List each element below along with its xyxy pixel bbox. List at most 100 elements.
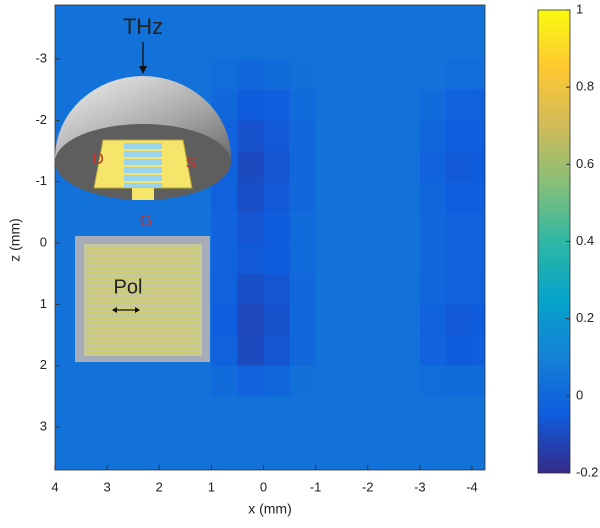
cell [419, 212, 447, 244]
cell [211, 58, 238, 91]
y-tick-label: -2 [35, 112, 47, 127]
cell [159, 457, 186, 470]
cell [315, 181, 343, 213]
cell [471, 120, 485, 152]
cell [315, 396, 343, 428]
cell [341, 89, 369, 121]
cell [393, 181, 421, 213]
cell [289, 243, 317, 275]
cell [107, 5, 134, 29]
cell [81, 5, 108, 29]
cell [471, 151, 485, 183]
cell [211, 427, 238, 459]
cell [289, 58, 317, 91]
cell [289, 151, 317, 183]
cell [315, 151, 343, 183]
cell [289, 181, 317, 213]
cell [289, 396, 317, 428]
cell [471, 5, 485, 29]
cell [419, 427, 447, 459]
cell [237, 181, 264, 213]
cell [159, 396, 186, 428]
cell [315, 120, 343, 152]
cell [237, 365, 264, 397]
cell [315, 273, 343, 305]
cell [367, 304, 395, 336]
cell [471, 427, 485, 459]
cell [237, 89, 264, 121]
cell [211, 365, 238, 397]
cell [419, 304, 447, 336]
cell [289, 427, 317, 459]
cell [211, 28, 238, 60]
cell [263, 396, 291, 428]
cell [419, 58, 447, 91]
cell [445, 273, 473, 305]
cell [341, 427, 369, 459]
cell [237, 5, 264, 29]
cell [263, 335, 291, 367]
cell [367, 365, 395, 397]
cell [445, 120, 473, 152]
cell [419, 243, 447, 275]
cell [289, 28, 317, 60]
cell [471, 457, 485, 470]
cell [211, 5, 238, 29]
cell [81, 365, 108, 397]
cell [393, 58, 421, 91]
cell [393, 89, 421, 121]
cell [445, 304, 473, 336]
cell [315, 243, 343, 275]
cell [393, 5, 421, 29]
cell [289, 120, 317, 152]
cell [445, 151, 473, 183]
cell [263, 243, 291, 275]
cell [263, 28, 291, 60]
cell [419, 151, 447, 183]
x-tick-label: 2 [156, 479, 163, 494]
cell [107, 396, 134, 428]
cell [315, 28, 343, 60]
cell [315, 427, 343, 459]
cell [315, 89, 343, 121]
cell [445, 212, 473, 244]
cell [211, 273, 238, 305]
gate-pad [132, 188, 154, 200]
cell [315, 365, 343, 397]
cell [263, 5, 291, 29]
cell [55, 396, 82, 428]
cell [393, 273, 421, 305]
cell [211, 396, 238, 428]
x-tick-label: -1 [310, 479, 322, 494]
cell [315, 457, 343, 470]
cell [81, 427, 108, 459]
cell [133, 5, 160, 29]
cell [289, 89, 317, 121]
cell [185, 58, 212, 91]
cell [445, 58, 473, 91]
annotation: Pol [114, 276, 143, 298]
cell [263, 89, 291, 121]
y-tick-label: 3 [40, 418, 47, 433]
colorbar-tick-label: 0 [576, 387, 583, 402]
cell [55, 365, 82, 397]
inset-chip [75, 236, 210, 362]
cell [367, 151, 395, 183]
cell [367, 58, 395, 91]
cell [471, 396, 485, 428]
cell [445, 457, 473, 470]
cell [211, 212, 238, 244]
cell [263, 365, 291, 397]
cell [445, 28, 473, 60]
cell [341, 243, 369, 275]
cell [341, 212, 369, 244]
cell [341, 120, 369, 152]
cell [81, 457, 108, 470]
y-tick-label: -3 [35, 50, 47, 65]
cell [185, 396, 212, 428]
cell [341, 58, 369, 91]
cell [471, 89, 485, 121]
cell [263, 273, 291, 305]
cell [393, 457, 421, 470]
colorbar-tick-label: 0.2 [576, 310, 594, 325]
